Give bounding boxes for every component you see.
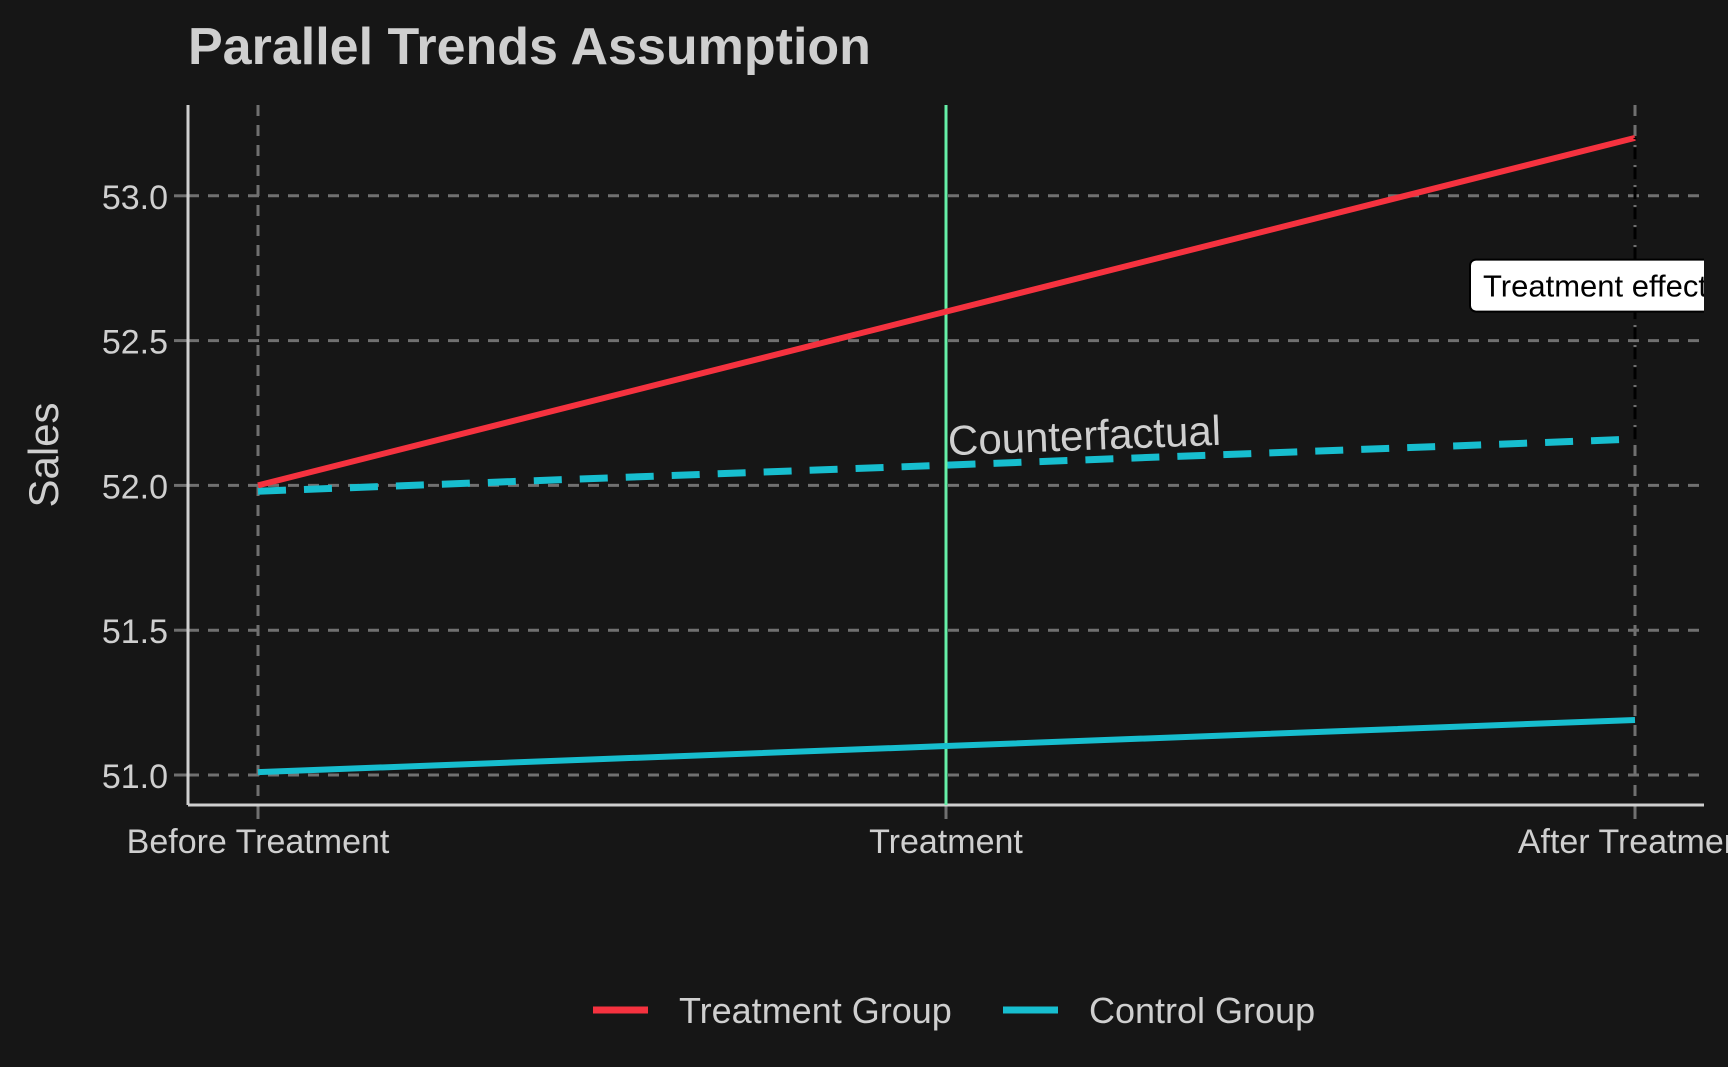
x-tick-label: After Treatment (1518, 823, 1728, 861)
legend: Treatment Group Control Group (593, 990, 1315, 1031)
chart-title: Parallel Trends Assumption (188, 18, 871, 76)
y-tick-label: 51.0 (102, 758, 168, 796)
label-box-background (1469, 258, 1704, 313)
y-tick-label: 53.0 (102, 179, 168, 217)
series-lines (257, 105, 1636, 805)
series-line-control-group (257, 716, 1636, 776)
annotations: Counterfactual Treatment effect (947, 137, 1707, 464)
legend-label-control-group: Control Group (1089, 990, 1315, 1031)
x-tick-labels: Before Treatment Treatment After Treatment (127, 823, 1728, 861)
y-tick-label: 51.5 (102, 613, 168, 651)
y-axis-label: Sales (20, 402, 67, 507)
series-line-treatment-group (257, 134, 1636, 489)
treatment-effect-label-box: Treatment effect (1469, 258, 1707, 313)
x-tick-label: Before Treatment (127, 823, 390, 861)
y-tick-label: 52.5 (102, 324, 168, 362)
grid-lines (174, 105, 1704, 819)
y-tick-label: 52.0 (102, 468, 168, 506)
treatment-effect-label: Treatment effect (1483, 269, 1707, 304)
counterfactual-label: Counterfactual (947, 407, 1222, 464)
y-tick-labels: 51.0 51.5 52.0 52.5 53.0 (102, 179, 168, 796)
legend-label-treatment-group: Treatment Group (679, 990, 952, 1031)
x-tick-label: Treatment (869, 823, 1023, 861)
